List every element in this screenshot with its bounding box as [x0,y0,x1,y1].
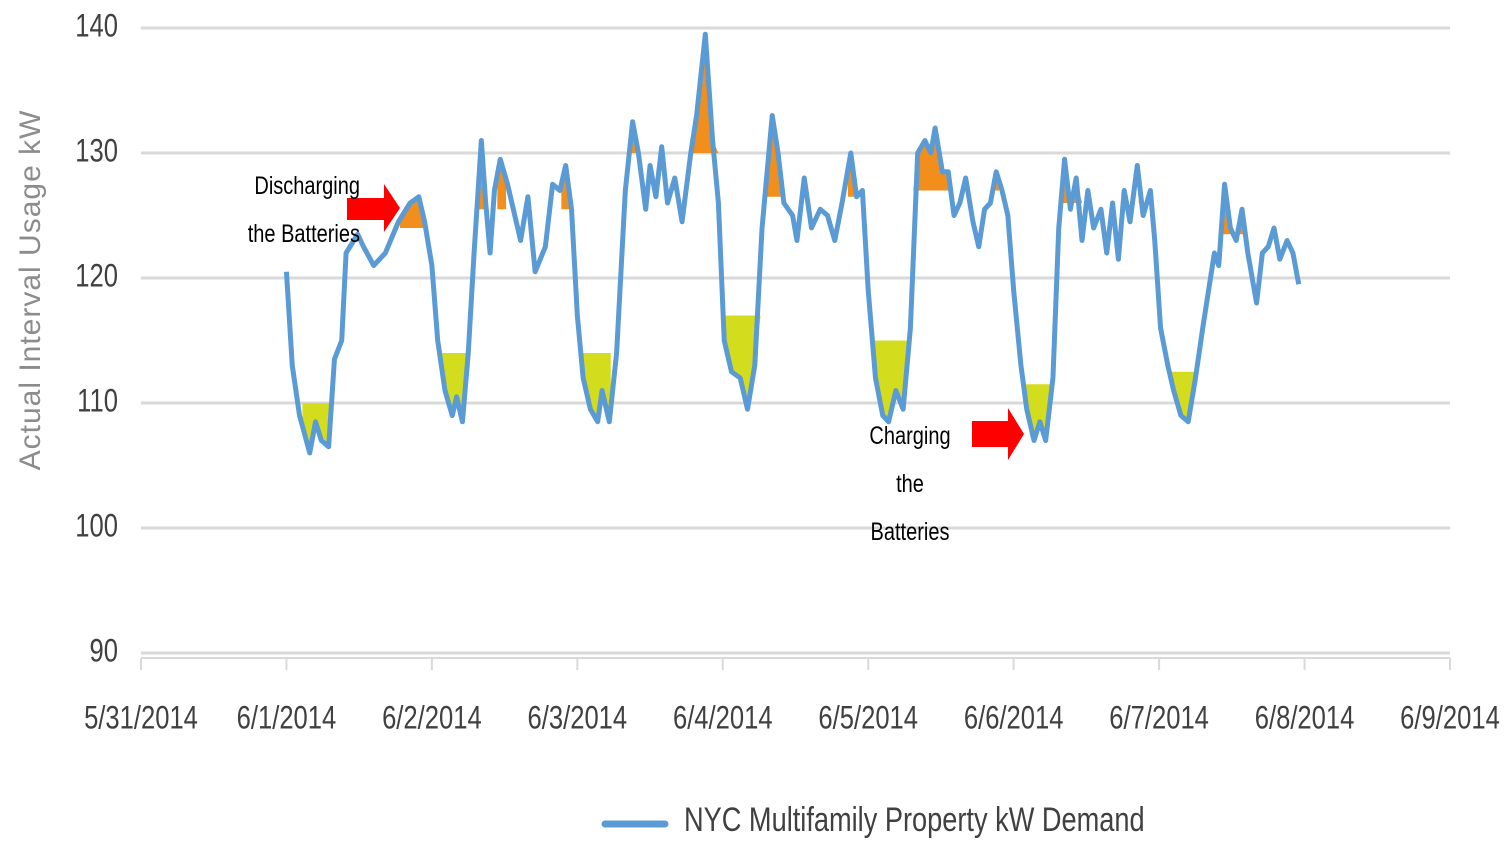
y-tick-label: 100 [75,509,118,544]
annotation: Charging the Batteries [869,422,951,546]
y-tick-label: 120 [75,259,118,294]
annotation: Discharging the Batteries [247,172,360,248]
y-tick-label: 90 [90,634,118,669]
discharge-area [913,128,950,191]
x-tick-label: 6/3/2014 [528,701,628,736]
y-tick-label: 140 [75,9,118,44]
x-tick-label: 6/5/2014 [818,701,918,736]
y-axis-label: Actual Interval Usage kW [14,110,47,471]
arrow [972,408,1024,460]
legend-label: NYC Multifamily Property kW Demand [684,800,1145,839]
x-tick-label: 5/31/2014 [84,701,198,736]
x-tick-label: 6/1/2014 [237,701,337,736]
x-tick-label: 6/4/2014 [673,701,773,736]
y-tick-label: 130 [75,134,118,169]
data-line [283,31,1302,456]
discharge-area [692,34,719,153]
x-tick-label: 6/7/2014 [1109,701,1209,736]
x-tick-label: 6/2/2014 [382,701,482,736]
x-tick-label: 6/9/2014 [1400,701,1500,736]
arrow [347,184,400,232]
charge-area [581,353,611,422]
x-tick-label: 6/8/2014 [1255,701,1355,736]
y-tick-label: 110 [77,384,118,419]
x-tick-label: 6/6/2014 [964,701,1064,736]
charge-area [1022,384,1052,441]
charge-area [725,315,761,410]
